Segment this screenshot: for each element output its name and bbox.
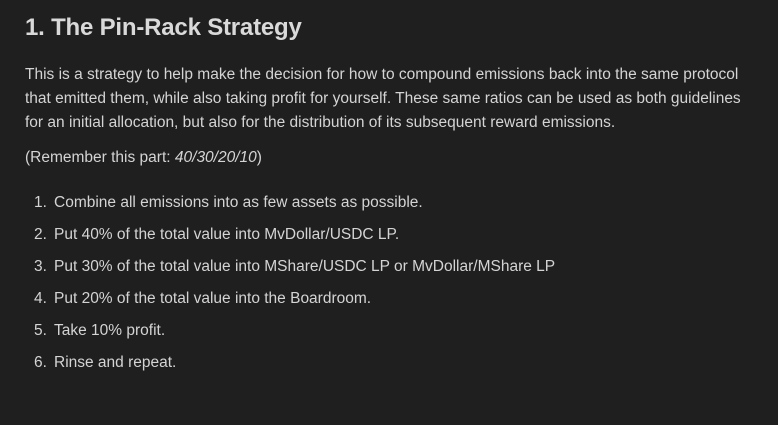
list-item-text: Put 40% of the total value into MvDollar… [54,226,400,243]
list-item-number: 4. [34,290,47,307]
list-item: 2. Put 40% of the total value into MvDoll… [34,223,754,247]
remember-note: (Remember this part: 40/30/20/10) [25,146,754,170]
remember-suffix: ) [256,149,262,166]
list-item-number: 1. [34,194,47,211]
list-item-text: Put 30% of the total value into MShare/U… [54,258,556,275]
list-item: 4. Put 20% of the total value into the Bo… [34,287,754,311]
list-item-text: Rinse and repeat. [54,354,177,371]
list-item-text: Take 10% profit. [54,322,166,339]
list-item: 5. Take 10% profit. [34,319,754,343]
list-item-number: 6. [34,354,47,371]
list-item-text: Combine all emissions into as few assets… [54,194,423,211]
remember-prefix: (Remember this part: [25,149,175,166]
list-item-number: 3. [34,258,47,275]
list-item-number: 5. [34,322,47,339]
list-item: 6. Rinse and repeat. [34,351,754,375]
strategy-steps-list: 1. Combine all emissions into as few asse… [25,191,754,375]
list-item: 1. Combine all emissions into as few asse… [34,191,754,215]
list-item-number: 2. [34,226,47,243]
section-heading: 1. The Pin-Rack Strategy [25,14,302,41]
intro-paragraph: This is a strategy to help make the deci… [25,66,741,131]
remember-ratio: 40/30/20/10 [174,149,257,166]
list-item-text: Put 20% of the total value into the Boar… [54,290,372,307]
list-item: 3. Put 30% of the total value into MShare… [34,255,754,279]
